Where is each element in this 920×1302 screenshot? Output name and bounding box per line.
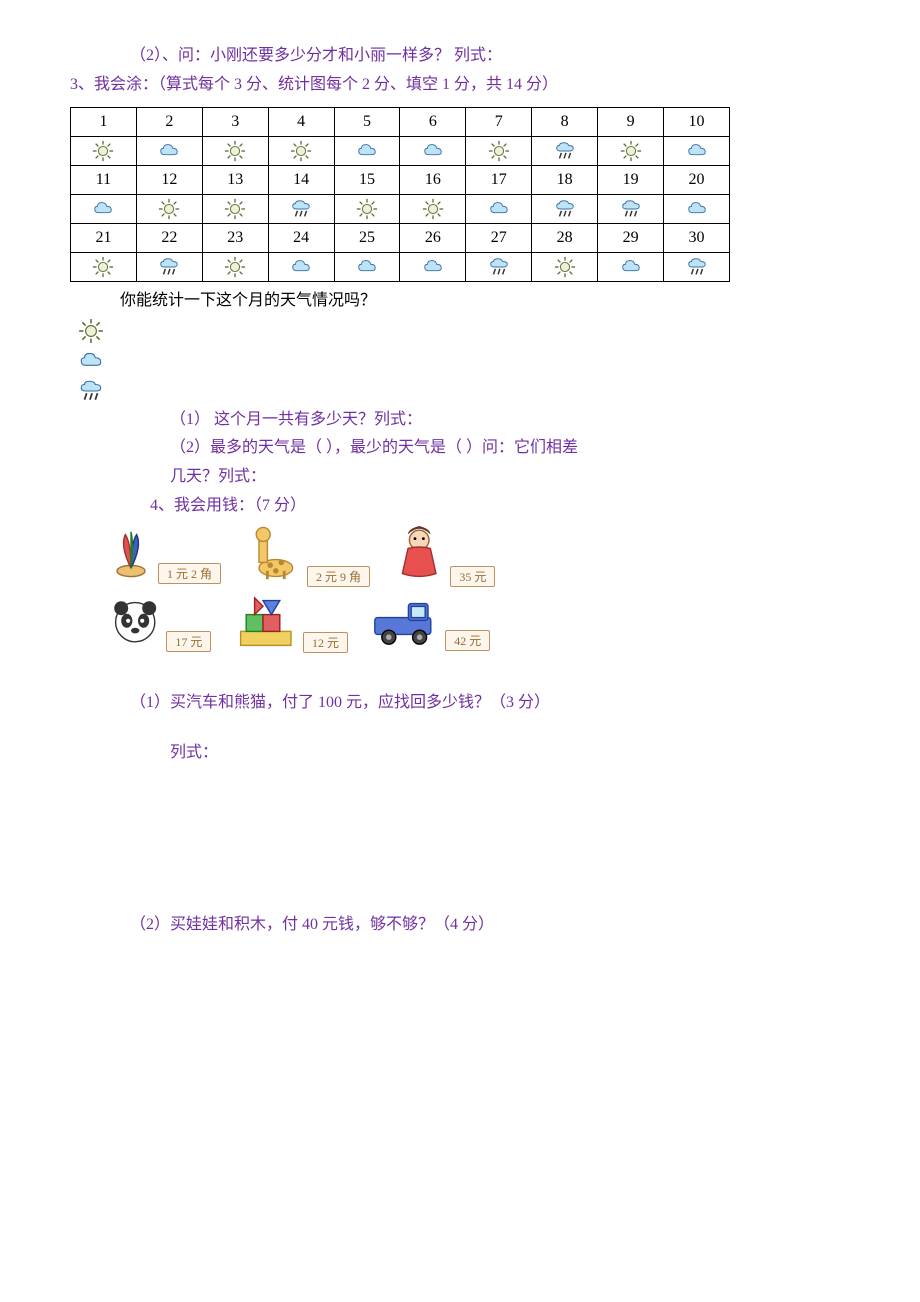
q4-2: （2）买娃娃和积木，付 40 元钱，够不够？（4 分）: [70, 912, 850, 938]
day-number: 14: [268, 166, 334, 195]
weather-icon-cloud: [664, 137, 730, 166]
weather-icon-sun: [466, 137, 532, 166]
weather-legend: [70, 318, 850, 404]
day-number: 10: [664, 108, 730, 137]
day-number: 22: [136, 224, 202, 253]
day-number: 9: [598, 108, 664, 137]
day-number: 4: [268, 108, 334, 137]
shop-item-blocks: 12 元: [235, 595, 348, 653]
panda-icon: [110, 597, 160, 652]
legend-rain-icon: [78, 378, 850, 404]
q3-2a: （2）最多的天气是（ ），最少的天气是（ ）问：它们相差: [70, 435, 850, 461]
day-number: 3: [202, 108, 268, 137]
day-number: 6: [400, 108, 466, 137]
q4-title: 4、我会用钱：（7 分）: [70, 493, 850, 519]
price-tag: 35 元: [450, 566, 495, 587]
feather-icon: [110, 529, 152, 584]
legend-cloud-icon: [78, 348, 850, 374]
day-number: 28: [532, 224, 598, 253]
shop-item-doll: 35 元: [394, 526, 495, 587]
q4-1: （1）买汽车和熊猫，付了 100 元，应找回多少钱？（3 分）: [70, 690, 850, 716]
legend-sun-icon: [78, 318, 850, 344]
day-number: 27: [466, 224, 532, 253]
price-tag: 17 元: [166, 631, 211, 652]
day-number: 23: [202, 224, 268, 253]
weather-icon-rain: [532, 137, 598, 166]
shop-item-giraffe: 2 元 9 角: [245, 526, 370, 587]
shop-row-1: 1 元 2 角 2 元 9 角 35 元: [110, 526, 850, 587]
day-number: 12: [136, 166, 202, 195]
day-number: 2: [136, 108, 202, 137]
weather-icon-sun: [532, 253, 598, 282]
shop-item-truck: 42 元: [372, 598, 490, 651]
truck-icon: [372, 598, 439, 651]
blocks-icon: [235, 595, 297, 653]
weather-icon-sun: [202, 137, 268, 166]
weather-icon-cloud: [664, 195, 730, 224]
q3-2b: 几天？列式：: [70, 464, 850, 490]
q3-1: （1） 这个月一共有多少天？列式：: [70, 407, 850, 433]
weather-icon-cloud: [466, 195, 532, 224]
weather-icon-sun: [202, 195, 268, 224]
weather-icon-rain: [532, 195, 598, 224]
weather-icon-rain: [136, 253, 202, 282]
weather-icon-sun: [136, 195, 202, 224]
day-number: 25: [334, 224, 400, 253]
price-tag: 42 元: [445, 630, 490, 651]
weather-icon-cloud: [400, 253, 466, 282]
weather-icon-cloud: [268, 253, 334, 282]
weather-icon-sun: [71, 253, 137, 282]
weather-icon-cloud: [334, 253, 400, 282]
day-number: 16: [400, 166, 466, 195]
day-number: 15: [334, 166, 400, 195]
weather-icon-sun: [400, 195, 466, 224]
shop-item-panda: 17 元: [110, 597, 211, 652]
giraffe-icon: [245, 526, 301, 587]
weather-icon-sun: [334, 195, 400, 224]
day-number: 7: [466, 108, 532, 137]
day-number: 11: [71, 166, 137, 195]
q4-list-label: 列式：: [70, 740, 850, 766]
day-number: 17: [466, 166, 532, 195]
day-number: 30: [664, 224, 730, 253]
day-number: 1: [71, 108, 137, 137]
shop-item-feather: 1 元 2 角: [110, 529, 221, 584]
weather-table: 1234567891011121314151617181920212223242…: [70, 107, 730, 282]
weather-icon-cloud: [71, 195, 137, 224]
day-number: 13: [202, 166, 268, 195]
q3-subtitle: 你能统计一下这个月的天气情况吗？: [70, 288, 850, 314]
price-tag: 1 元 2 角: [158, 563, 221, 584]
weather-icon-cloud: [334, 137, 400, 166]
weather-icon-rain: [598, 195, 664, 224]
q3-title: 3、我会涂：（算式每个 3 分、统计图每个 2 分、填空 1 分，共 14 分）: [70, 72, 850, 98]
q2-b-text: （2）、问：小刚还要多少分才和小丽一样多？ 列式：: [70, 43, 850, 69]
day-number: 26: [400, 224, 466, 253]
weather-icon-sun: [268, 137, 334, 166]
day-number: 29: [598, 224, 664, 253]
day-number: 8: [532, 108, 598, 137]
weather-icon-sun: [71, 137, 137, 166]
day-number: 19: [598, 166, 664, 195]
weather-icon-sun: [202, 253, 268, 282]
weather-icon-cloud: [136, 137, 202, 166]
price-tag: 2 元 9 角: [307, 566, 370, 587]
weather-icon-rain: [268, 195, 334, 224]
weather-icon-rain: [664, 253, 730, 282]
day-number: 21: [71, 224, 137, 253]
weather-icon-cloud: [598, 253, 664, 282]
weather-icon-cloud: [400, 137, 466, 166]
day-number: 24: [268, 224, 334, 253]
day-number: 5: [334, 108, 400, 137]
doll-icon: [394, 526, 444, 587]
day-number: 20: [664, 166, 730, 195]
shop-row-2: 17 元 12 元 42 元: [110, 595, 850, 653]
day-number: 18: [532, 166, 598, 195]
weather-icon-sun: [598, 137, 664, 166]
weather-icon-rain: [466, 253, 532, 282]
price-tag: 12 元: [303, 632, 348, 653]
